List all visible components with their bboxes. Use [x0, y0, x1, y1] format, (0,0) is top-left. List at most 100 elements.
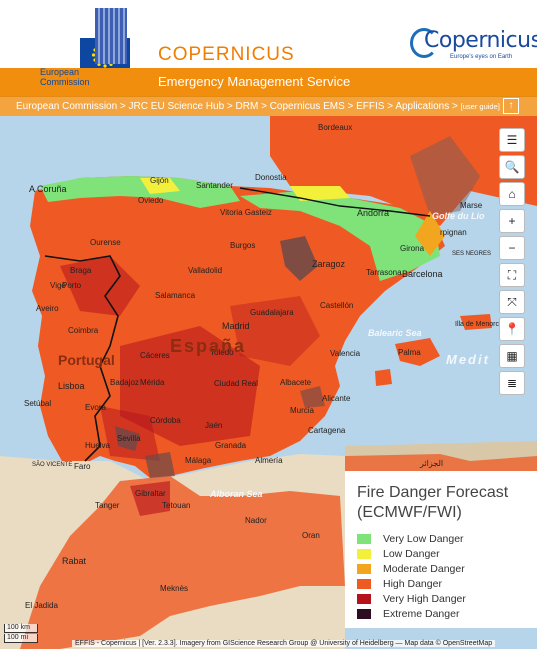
label-salamanca: Salamanca — [155, 291, 196, 300]
label-zaragoza: Zaragoz — [312, 259, 346, 269]
label-andorra: Andorra — [357, 208, 390, 218]
label-badajoz: Badajoz — [110, 378, 139, 387]
service-bar: European Commission Emergency Management… — [0, 67, 537, 96]
label-illa-menorca: Illa de Menorca — [455, 321, 503, 328]
label-porto: Porto — [62, 281, 82, 290]
label-al-jazair: الجزائر — [420, 459, 444, 468]
header: COPERNICUS Copernicus Europe's eyes on E… — [0, 0, 537, 72]
label-alboran-sea: Alboran Sea — [210, 489, 263, 499]
label-rabat: Rabat — [62, 556, 87, 566]
label-perpignan: rpignan — [440, 228, 467, 237]
copernicus-tagline: Europe's eyes on Earth — [450, 54, 513, 60]
copernicus-ring-icon — [410, 28, 438, 58]
legend-swatch — [357, 533, 371, 544]
arrow-up-icon[interactable]: ↑ — [503, 98, 519, 114]
legend-swatch — [357, 563, 371, 574]
label-barcelona: Barcelona — [402, 269, 443, 279]
label-santander: Santander — [196, 181, 233, 190]
label-evora: Evora — [85, 403, 106, 412]
label-murcia: Murcia — [290, 406, 315, 415]
label-cartagena: Cartagena — [308, 426, 346, 435]
label-granada: Granada — [215, 441, 247, 450]
label-valencia: Valencia — [330, 349, 361, 358]
label-albacete: Albacete — [280, 378, 312, 387]
ec-logo[interactable] — [36, 8, 130, 72]
label-mediterranean: Medit — [446, 352, 490, 367]
label-golfe-du-lion: Golfe du Lio — [432, 211, 485, 221]
menu-icon[interactable]: ☰ — [499, 128, 525, 152]
home-icon[interactable]: ⌂ — [499, 182, 525, 206]
zoom-in-icon[interactable]: + — [499, 209, 525, 233]
label-vigo: Vigo — [50, 281, 66, 290]
label-nador: Nador — [245, 516, 267, 525]
user-guide-link[interactable]: [user guide] — [460, 102, 500, 111]
label-oviedo: Oviedo — [138, 196, 164, 205]
label-valladolid: Valladolid — [188, 266, 223, 275]
fullscreen-icon[interactable]: ⛶ — [499, 263, 525, 287]
label-caceres: Cáceres — [140, 351, 170, 360]
label-gibraltar: Gibraltar — [135, 489, 166, 498]
legend-item: Low Danger — [357, 546, 466, 561]
list-icon[interactable]: ≣ — [499, 371, 525, 395]
label-sevilla: Sevilla — [117, 434, 141, 443]
legend-items: Very Low Danger Low Danger Moderate Danger… — [357, 531, 466, 621]
zoom-out-icon[interactable]: − — [499, 236, 525, 260]
scale-mi: 100 mi — [4, 634, 38, 643]
label-huelva: Huelva — [85, 441, 110, 450]
label-espana: España — [170, 336, 247, 356]
legend-item: High Danger — [357, 576, 466, 591]
legend-item: Very Low Danger — [357, 531, 466, 546]
breadcrumb: European Commission > JRC EU Science Hub… — [0, 96, 537, 117]
label-castellon: Castellón — [320, 301, 354, 310]
header-title: COPERNICUS — [158, 44, 295, 65]
label-sao-vicente: SÃO VICENTE — [32, 462, 73, 468]
label-girona: Girona — [400, 244, 425, 253]
label-madrid: Madrid — [222, 321, 250, 331]
legend-item: Very High Danger — [357, 591, 466, 606]
scale-km: 100 km — [4, 624, 38, 633]
legend-swatch — [357, 608, 371, 619]
label-braga: Braga — [70, 266, 92, 275]
label-ciudad-real: Ciudad Real — [214, 379, 259, 388]
label-tarragona: Tarrasona — [366, 268, 402, 277]
label-alicante: Alicante — [322, 394, 351, 403]
legend-item: Moderate Danger — [357, 561, 466, 576]
label-cordoba: Córdoba — [150, 416, 181, 425]
label-vitoria: Vitoria Gasteiz — [220, 208, 272, 217]
legend-title: Fire Danger Forecast (ECMWF/FWI) — [357, 484, 509, 521]
label-oran: Oran — [302, 531, 320, 540]
legend-item: Extreme Danger — [357, 606, 466, 621]
breadcrumb-trail[interactable]: European Commission > JRC EU Science Hub… — [16, 101, 461, 112]
label-meknes: Meknès — [160, 584, 189, 593]
label-faro: Faro — [74, 462, 91, 471]
label-burgos: Burgos — [230, 241, 256, 250]
label-setubal: Setúbal — [24, 399, 52, 408]
layers-grid-icon[interactable]: ▦ — [499, 344, 525, 368]
location-pin-icon[interactable]: 📍 — [499, 317, 525, 341]
legend-label: Moderate Danger — [383, 562, 465, 575]
berlaymont-building-icon — [95, 8, 127, 64]
legend-swatch — [357, 593, 371, 604]
fire-danger-legend: Fire Danger Forecast (ECMWF/FWI) Very Lo… — [345, 471, 537, 628]
copernicus-logo[interactable]: Copernicus Europe's eyes on Earth — [408, 24, 537, 66]
map-toolbar: ☰ 🔍 ⌂ + − ⛶ ⤧ 📍 ▦ ≣ — [499, 128, 527, 398]
legend-swatch — [357, 548, 371, 559]
map-canvas — [0, 116, 537, 649]
search-icon[interactable]: 🔍 — [499, 155, 525, 179]
service-title: Emergency Management Service — [158, 74, 351, 89]
fit-extent-icon[interactable]: ⤧ — [499, 290, 525, 314]
label-palma: Palma — [398, 348, 421, 357]
label-ses-negres: SES NEGRES — [452, 251, 492, 257]
label-ourense: Ourense — [90, 238, 121, 247]
label-tetouan: Tetouan — [162, 501, 191, 510]
label-jaen: Jaén — [205, 421, 223, 430]
label-marseille: Marse — [460, 201, 483, 210]
label-merida: Mérida — [140, 378, 165, 387]
legend-swatch — [357, 578, 371, 589]
label-guadalajara: Guadalajara — [250, 308, 294, 317]
map-attribution: EFFIS - Copernicus | [Ver. 2.3.3]. Image… — [72, 640, 496, 647]
label-el-jadida: El Jadida — [25, 601, 58, 610]
label-toledo: Toledo — [210, 348, 234, 357]
copernicus-logo-text: Copernicus — [424, 28, 537, 53]
label-lisboa: Lisboa — [58, 381, 85, 391]
